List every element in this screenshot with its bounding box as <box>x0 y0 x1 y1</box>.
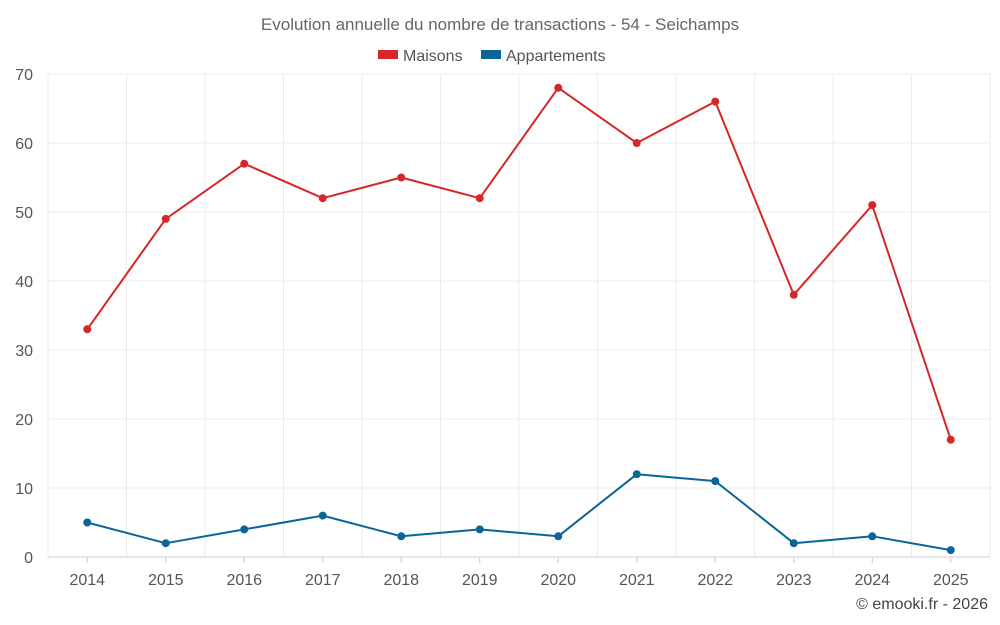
x-tick-label-2021: 2021 <box>619 572 655 589</box>
x-tick-label-2014: 2014 <box>69 572 105 589</box>
x-tick-label-2016: 2016 <box>226 572 262 589</box>
point-appartements-2022[interactable] <box>711 477 720 486</box>
point-maisons-2017[interactable] <box>318 194 327 203</box>
legend-label-appartements[interactable]: Appartements <box>506 48 606 65</box>
x-tick-label-2019: 2019 <box>462 572 498 589</box>
credit: © emooki.fr - 2026 <box>856 596 988 613</box>
point-appartements-2024[interactable] <box>868 532 877 541</box>
series-line-maisons <box>86 86 952 441</box>
point-maisons-2020[interactable] <box>554 83 563 92</box>
y-tick-label-0: 0 <box>24 550 33 567</box>
point-appartements-2020[interactable] <box>554 532 563 541</box>
point-maisons-2015[interactable] <box>161 214 170 223</box>
x-tick-label-2020: 2020 <box>540 572 576 589</box>
x-tick-label-2023: 2023 <box>776 572 812 589</box>
legend: Maisons Appartements <box>378 48 606 65</box>
chart-title: Evolution annuelle du nombre de transact… <box>261 15 739 34</box>
point-maisons-2018[interactable] <box>397 173 406 182</box>
point-appartements-2025[interactable] <box>946 546 955 555</box>
point-appartements-2019[interactable] <box>475 525 484 534</box>
point-appartements-2018[interactable] <box>397 532 406 541</box>
y-tick-label-30: 30 <box>15 343 33 360</box>
y-tick-label-60: 60 <box>15 136 33 153</box>
series-line-appartements <box>86 473 951 552</box>
x-tick-label-2025: 2025 <box>933 572 969 589</box>
point-maisons-2022[interactable] <box>711 97 720 106</box>
y-tick-label-40: 40 <box>15 274 33 291</box>
point-appartements-2016[interactable] <box>240 525 249 534</box>
point-appartements-2015[interactable] <box>161 539 170 548</box>
legend-label-maisons[interactable]: Maisons <box>403 48 463 65</box>
series-layer <box>83 83 955 555</box>
y-tick-label-10: 10 <box>15 481 33 498</box>
point-maisons-2023[interactable] <box>789 290 798 299</box>
point-appartements-2014[interactable] <box>83 518 92 527</box>
point-maisons-2014[interactable] <box>83 325 92 334</box>
x-tick-label-2017: 2017 <box>305 572 341 589</box>
x-tick-label-2015: 2015 <box>148 572 184 589</box>
point-maisons-2024[interactable] <box>868 201 877 210</box>
legend-swatch-maisons <box>378 50 398 59</box>
point-maisons-2021[interactable] <box>632 139 641 147</box>
x-tick-label-2024: 2024 <box>854 572 890 589</box>
point-maisons-2016[interactable] <box>240 159 249 168</box>
point-appartements-2017[interactable] <box>318 511 327 520</box>
point-appartements-2023[interactable] <box>789 539 798 548</box>
x-tick-label-2018: 2018 <box>383 572 419 589</box>
y-tick-label-20: 20 <box>15 412 33 429</box>
point-appartements-2021[interactable] <box>632 470 641 479</box>
x-axis: 2014 2015 2016 2017 2018 2019 2020 2021 2022 2023… <box>48 556 990 589</box>
y-tick-label-70: 70 <box>15 67 33 84</box>
point-maisons-2025[interactable] <box>946 435 955 444</box>
x-tick-label-2022: 2022 <box>697 572 733 589</box>
y-axis: 0 10 20 30 40 50 60 70 <box>15 67 33 567</box>
grid <box>47 73 991 558</box>
point-maisons-2019[interactable] <box>475 194 484 203</box>
y-tick-label-50: 50 <box>15 205 33 222</box>
legend-swatch-appartements <box>481 50 501 59</box>
